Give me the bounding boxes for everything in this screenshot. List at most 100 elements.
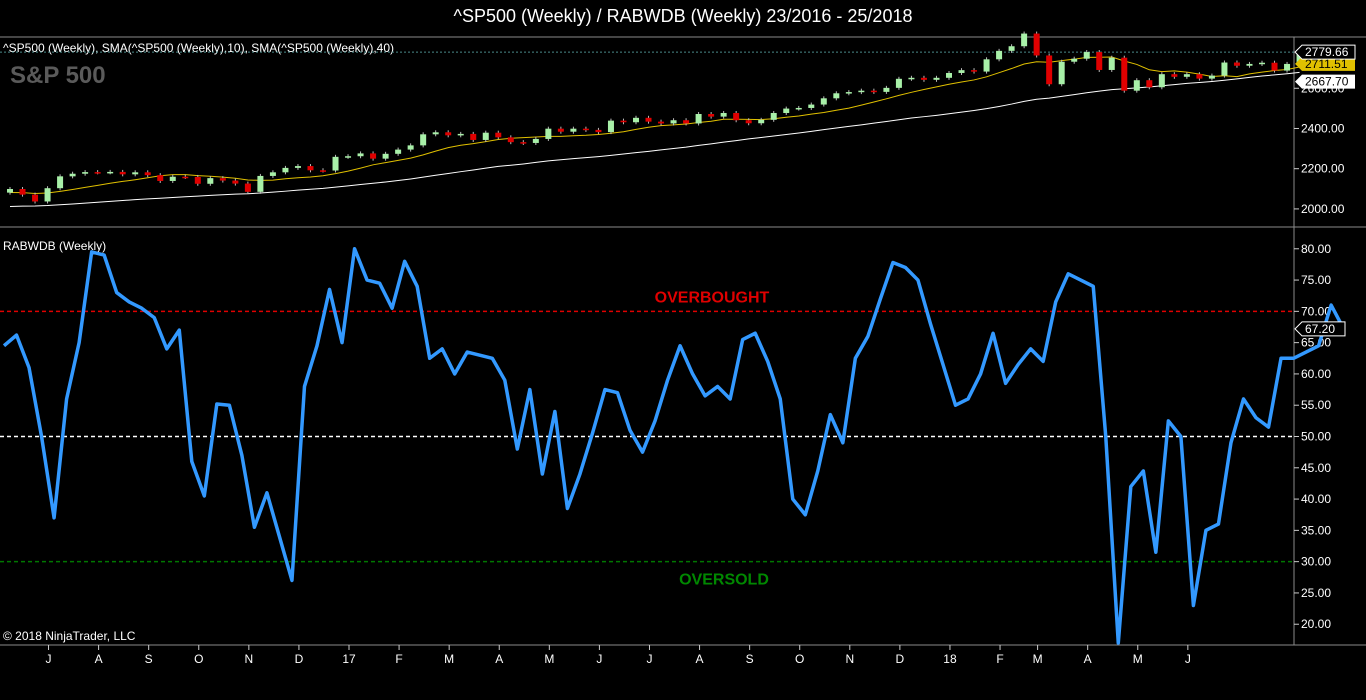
osc-y-tick-label: 20.00 [1301, 617, 1331, 631]
candle-body [232, 180, 239, 184]
time-axis-label: O [194, 652, 203, 666]
candle-body [532, 138, 539, 143]
candle-body [520, 142, 527, 144]
time-axis-label: A [1084, 652, 1092, 666]
osc-y-tick-label: 35.00 [1301, 523, 1331, 537]
candle-body [1008, 46, 1015, 51]
candle-body [1083, 52, 1090, 59]
sma10-tag: 2711.51 [1295, 56, 1355, 71]
candle-body [107, 171, 114, 174]
time-axis-label: F [395, 652, 402, 666]
candle-body [257, 175, 264, 192]
time-axis-label: D [295, 652, 304, 666]
candle-body [1046, 55, 1053, 85]
candle-body [582, 128, 589, 131]
sma40-tag-background [1295, 74, 1355, 89]
candle-body [858, 90, 865, 93]
candle-body [119, 171, 126, 175]
candle-body [833, 93, 840, 99]
last-value-tag-value: 67.20 [1305, 322, 1335, 336]
candle-body [1096, 52, 1103, 70]
time-axis-label: N [245, 652, 254, 666]
time-axis-label: F [996, 652, 1003, 666]
price-y-tick-label: 2400.00 [1301, 121, 1345, 135]
candle-body [19, 189, 26, 195]
sma40-tag-value: 2667.70 [1305, 75, 1349, 89]
candle-body [658, 121, 665, 124]
candle-body [595, 129, 602, 133]
time-axis-label: N [845, 652, 854, 666]
oscillator-pane[interactable]: RABWDB (Weekly) 20.00 25.00 30.00 35.00 40.0… [0, 239, 1346, 645]
candle-body [1158, 74, 1165, 88]
osc-y-tick-label: 65.00 [1301, 336, 1331, 350]
candle-body [971, 70, 978, 72]
candle-body [908, 77, 915, 80]
candle-body [69, 173, 76, 177]
candle-body [783, 108, 790, 113]
sma40-line [9, 71, 1300, 207]
candle-body [57, 176, 64, 189]
candle-body [845, 92, 852, 94]
candle-body [1033, 33, 1040, 56]
candle-body [182, 176, 189, 179]
candle-body [1246, 63, 1253, 66]
price-pane[interactable]: S&P 500 ^SP500 (Weekly), SMA(^SP500 (Wee… [0, 31, 1356, 216]
candle-body [733, 112, 740, 121]
candle-body [507, 137, 514, 143]
candle-body [1071, 58, 1078, 62]
time-axis: J A S O N D 17 F M A M J J A S O N D 18 F M A M J [46, 645, 1191, 666]
candle-body [683, 120, 690, 124]
candle-body [370, 153, 377, 159]
candle-body [883, 87, 890, 92]
candle-body [933, 77, 940, 80]
candle-body [708, 114, 715, 117]
candle-body [294, 166, 301, 168]
last-price-tag-background [1294, 44, 1356, 60]
sma40-tag: 2667.70 [1295, 74, 1355, 89]
oscillator-y-axis: 20.00 25.00 30.00 35.00 40.00 45.00 50.00 55.00… [1294, 242, 1331, 631]
copyright-notice: © 2018 NinjaTrader, LLC [3, 629, 136, 643]
candle-body [470, 133, 477, 140]
osc-y-tick-label: 70.00 [1301, 304, 1331, 318]
candle-body [7, 189, 13, 193]
time-axis-label: O [795, 652, 804, 666]
candle-body [320, 170, 326, 172]
price-y-tick-label: 2000.00 [1301, 202, 1345, 216]
candle-body [720, 112, 727, 117]
candle-body [870, 90, 877, 93]
osc-y-tick-label: 25.00 [1301, 586, 1331, 600]
candle-body [332, 156, 339, 171]
candle-body [1058, 61, 1065, 85]
osc-y-tick-label: 45.00 [1301, 461, 1331, 475]
candle-body [1271, 62, 1278, 71]
time-axis-label: J [1185, 652, 1191, 666]
candle-body [207, 178, 214, 184]
candle-body [432, 132, 439, 135]
time-axis-label: M [1133, 652, 1143, 666]
candle-body [1233, 62, 1240, 66]
candle-body [382, 153, 389, 159]
last-value-tag: 67.20 [1294, 321, 1346, 337]
candle-body [345, 156, 352, 158]
candle-body [194, 176, 201, 184]
candle-body [946, 72, 952, 78]
candle-body [633, 117, 639, 123]
time-axis-label: D [896, 652, 905, 666]
candle-body [282, 167, 289, 173]
candle-body [1146, 80, 1153, 88]
candle-body [144, 172, 151, 176]
candle-body [920, 77, 927, 80]
candle-body [1284, 63, 1291, 71]
candle-body [895, 78, 902, 88]
candle-body [307, 166, 314, 171]
candle-body [32, 194, 39, 202]
candle-body [132, 172, 139, 175]
candle-body [620, 120, 627, 123]
candle-body [996, 50, 1003, 60]
candle-body [557, 128, 564, 132]
candle-body [1121, 57, 1128, 91]
pane-frames [0, 36, 1366, 646]
candle-body [670, 120, 677, 124]
